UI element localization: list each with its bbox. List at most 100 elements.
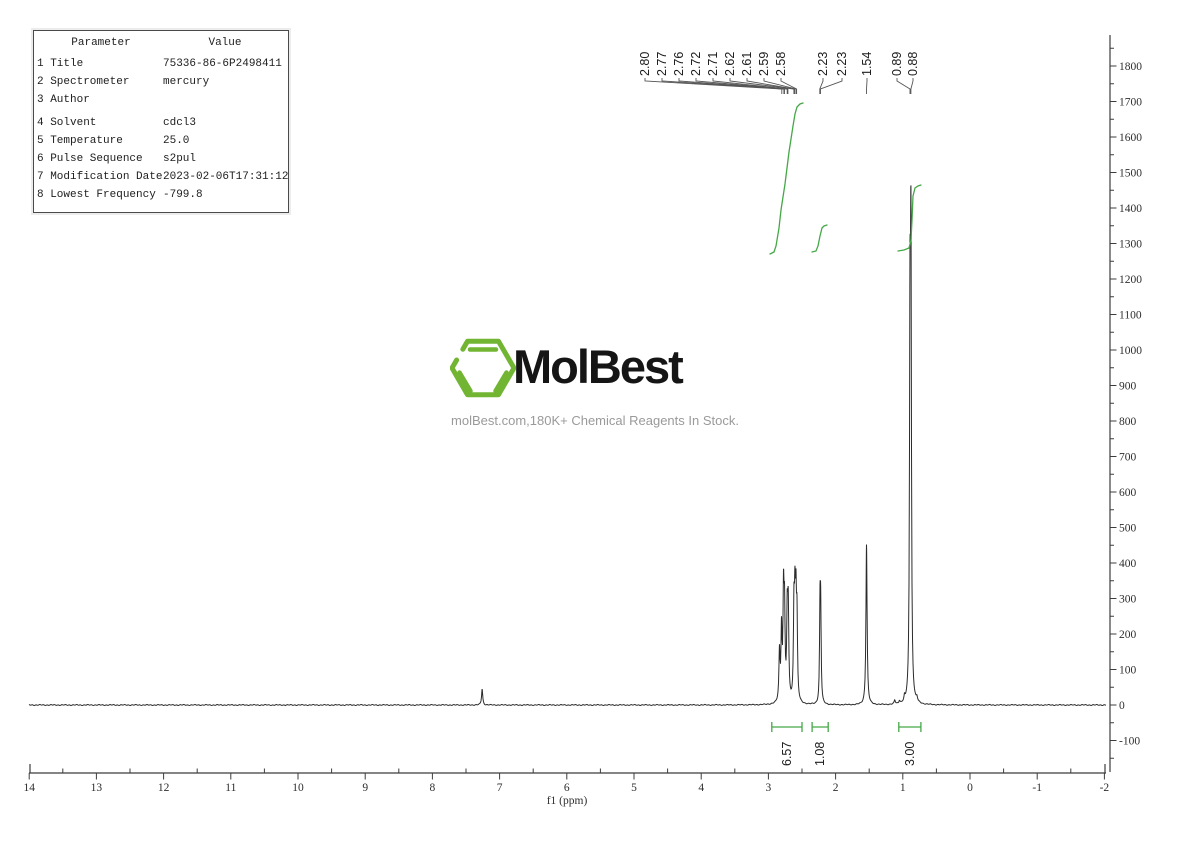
x-axis-tick-label: 2 <box>833 782 839 794</box>
spectrum-trace <box>28 185 1107 707</box>
peak-label: 2.58 <box>774 52 788 76</box>
parameter-name: 4 Solvent <box>37 117 97 129</box>
integral-value-label: 6.57 <box>780 742 794 766</box>
parameter-value: cdcl3 <box>163 117 197 129</box>
x-axis-tick-label: 0 <box>967 782 973 794</box>
parameter-name: 8 Lowest Frequency <box>37 189 156 201</box>
peak-label-connector <box>866 78 868 94</box>
y-axis-tick-label: 200 <box>1119 629 1137 641</box>
parameter-name: 5 Temperature <box>37 135 123 147</box>
integral-curve <box>769 102 804 255</box>
peak-label-connector <box>819 78 824 94</box>
peak-label-connector <box>661 78 785 94</box>
y-axis-tick-label: 1200 <box>1119 274 1142 286</box>
peak-label: 1.54 <box>860 52 874 76</box>
watermark-tagline: molBest.com,180K+ Chemical Reagents In S… <box>451 413 739 428</box>
peak-label: 2.71 <box>706 52 720 76</box>
y-axis-tick-label: 0 <box>1119 700 1125 712</box>
y-axis-tick-label: 1700 <box>1119 97 1142 109</box>
y-axis-tick-label: 500 <box>1119 523 1137 535</box>
peak-label: 2.59 <box>757 52 771 76</box>
x-axis-tick-label: -2 <box>1100 782 1110 794</box>
parameter-table: Parameter Value 1 Title 75336-86-6P249841… <box>33 30 289 213</box>
x-axis-tick-label: 3 <box>766 782 772 794</box>
y-axis-tick-label: 1000 <box>1119 345 1142 357</box>
column-header-parameter: Parameter <box>71 37 131 49</box>
parameter-value: mercury <box>163 76 210 88</box>
peak-label: 2.76 <box>672 52 686 76</box>
x-axis-tick-label: 10 <box>292 782 304 794</box>
peak-label: 2.80 <box>638 52 652 76</box>
integral-bracket <box>771 722 803 732</box>
integral-curve <box>897 184 922 252</box>
integral-bracket <box>811 722 829 732</box>
x-axis-tick-label: 9 <box>362 782 368 794</box>
y-axis-tick-label: 1400 <box>1119 203 1142 215</box>
integral-bracket <box>898 722 922 732</box>
y-axis-tick-label: 1800 <box>1119 61 1142 73</box>
parameter-row: 5 Temperature 25.0 <box>37 132 285 150</box>
parameter-row: 2 Spectrometer mercury <box>37 73 285 91</box>
peak-label-connector <box>729 78 795 94</box>
peak-label-connector <box>695 78 788 94</box>
column-header-value: Value <box>208 37 242 49</box>
x-axis-tick-label: 11 <box>225 782 236 794</box>
y-axis-tick-label: 600 <box>1119 487 1137 499</box>
parameter-value: s2pul <box>163 153 197 165</box>
parameter-table-rows: 1 Title 75336-86-6P2498411 2 Spectrometer m… <box>37 55 289 204</box>
peak-label-connector <box>763 78 797 94</box>
peak-label: 2.61 <box>740 52 754 76</box>
peak-label: 0.88 <box>906 52 920 76</box>
peak-label: 2.72 <box>689 52 703 76</box>
x-axis-tick-label: 5 <box>631 782 637 794</box>
x-axis-title: f1 (ppm) <box>547 795 588 807</box>
parameter-name: 7 Modification Date <box>37 171 163 183</box>
parameter-value: -799.8 <box>163 189 203 201</box>
x-axis-tick-label: 6 <box>564 782 570 794</box>
peak-label-connector <box>820 78 843 94</box>
peak-label-connector <box>712 78 789 94</box>
x-axis-tick-label: 13 <box>91 782 103 794</box>
parameter-value: 2023-02-06T17:31:12 <box>163 171 289 183</box>
peak-label: 2.77 <box>655 52 669 76</box>
y-axis-tick-label: -100 <box>1119 736 1140 748</box>
x-axis-tick-label: 8 <box>430 782 436 794</box>
y-axis-tick-label: 400 <box>1119 558 1137 570</box>
parameter-row: 1 Title 75336-86-6P2498411 <box>37 55 285 73</box>
y-axis-tick-label: 800 <box>1119 416 1137 428</box>
y-axis-tick-label: 1500 <box>1119 168 1142 180</box>
parameter-row: 8 Lowest Frequency -799.8 <box>37 186 285 204</box>
y-axis-tick-label: 700 <box>1119 452 1137 464</box>
watermark-brand-text: MolBest <box>513 340 684 393</box>
parameter-value: 75336-86-6P2498411 <box>163 58 282 70</box>
peak-label-connector <box>780 78 798 94</box>
peak-label-connector <box>746 78 796 94</box>
y-axis-tick-label: 300 <box>1119 594 1137 606</box>
y-axis-tick-label: 1100 <box>1119 310 1142 322</box>
x-axis-tick-label: 12 <box>158 782 170 794</box>
parameter-table-header: Parameter Value <box>37 37 285 49</box>
peak-label-connector <box>678 78 785 94</box>
x-axis-tick-label: 7 <box>497 782 503 794</box>
peak-label: 2.23 <box>835 52 849 76</box>
parameter-row: 4 Solvent cdcl3 <box>37 114 285 132</box>
peak-label: 2.23 <box>816 52 830 76</box>
parameter-name: 6 Pulse Sequence <box>37 153 143 165</box>
peak-label: 0.89 <box>890 52 904 76</box>
parameter-name: 3 Author <box>37 94 90 106</box>
x-axis-tick-label: -1 <box>1032 782 1042 794</box>
parameter-name: 1 Title <box>37 58 84 70</box>
y-axis-tick-label: 100 <box>1119 665 1137 677</box>
parameter-row: 3 Author <box>37 91 285 109</box>
parameter-row: 6 Pulse Sequence s2pul <box>37 150 285 168</box>
parameter-row: 7 Modification Date 2023-02-06T17:31:12 <box>37 168 289 186</box>
peak-label-connector <box>644 78 783 94</box>
x-axis-tick-label: 1 <box>900 782 906 794</box>
y-axis-tick-label: 900 <box>1119 381 1137 393</box>
x-axis-tick-label: 14 <box>23 782 35 794</box>
y-axis-tick-label: 1600 <box>1119 132 1142 144</box>
peak-label: 2.62 <box>723 52 737 76</box>
integral-value-label: 1.08 <box>813 742 827 766</box>
